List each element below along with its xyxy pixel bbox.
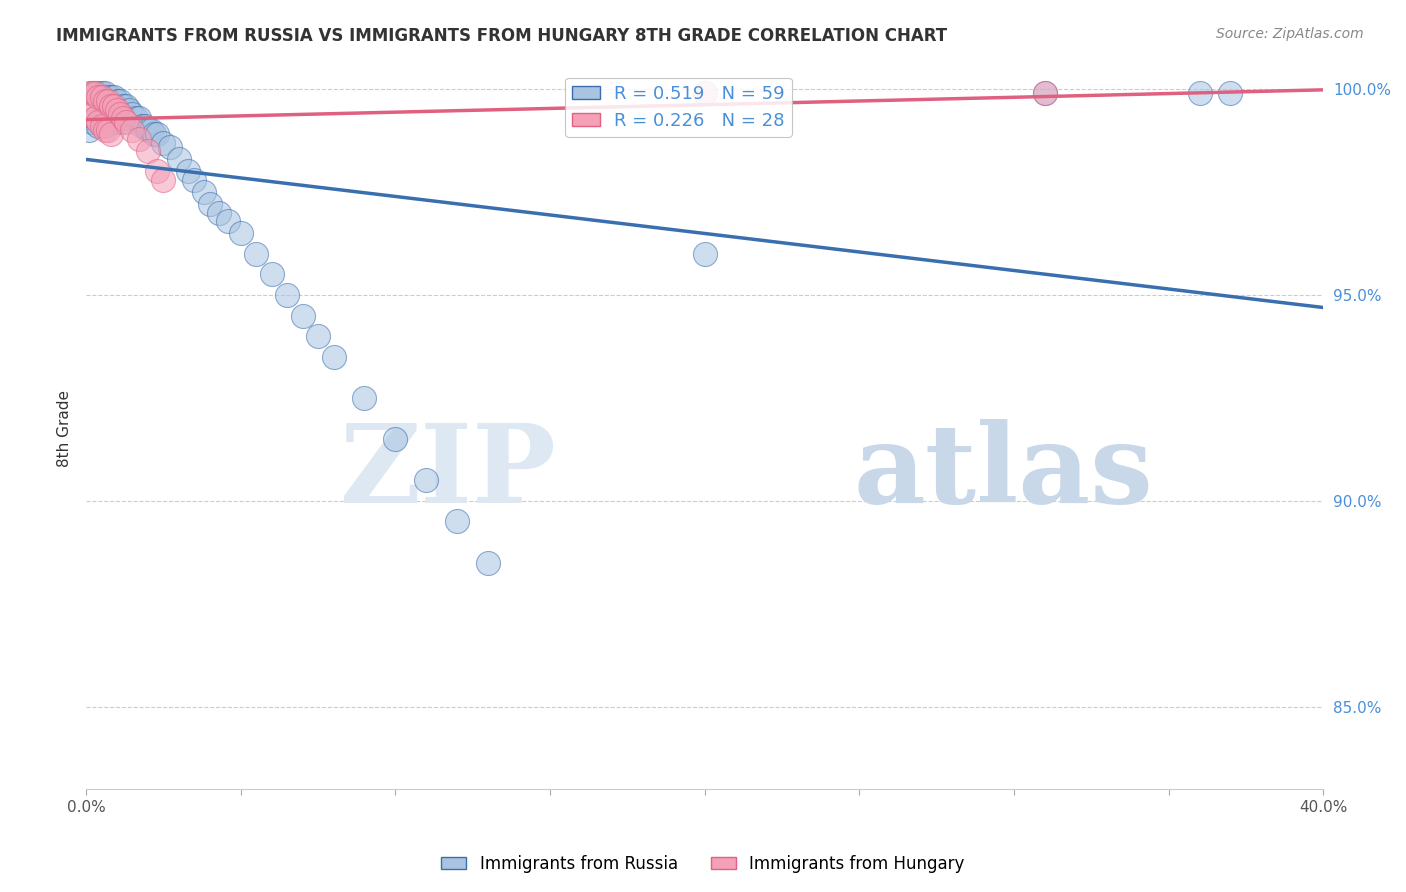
Point [87,119,110,133]
Point [208,205,231,219]
Point [77,87,100,101]
Point [193,185,215,199]
Point [105,103,128,117]
Point [105,95,128,109]
Point [1033,87,1056,101]
Point [322,350,344,364]
Point [108,115,131,129]
Point [217,214,239,228]
Point [84,87,107,101]
Point [115,115,138,129]
Point [118,103,141,117]
Y-axis label: 8th Grade: 8th Grade [58,391,72,467]
Point [103,90,125,104]
Point [693,87,716,101]
Point [97,95,120,109]
Point [82,107,104,121]
Point [183,172,205,186]
Point [103,98,125,112]
Point [177,164,200,178]
Point [245,247,267,261]
Point [100,90,122,104]
Point [100,128,122,142]
Point [276,288,298,302]
Point [90,119,112,133]
Point [87,90,110,104]
Point [477,556,499,570]
Point [384,432,406,446]
Text: ZIP: ZIP [339,418,557,525]
Point [93,119,115,133]
Point [124,111,146,125]
Point [121,123,143,137]
Point [100,98,122,112]
Point [446,515,468,529]
Point [77,123,100,137]
Point [134,119,156,133]
Point [1033,87,1056,101]
Point [115,98,138,112]
Point [97,90,120,104]
Point [108,95,131,109]
Point [415,473,437,487]
Point [103,115,125,129]
Point [139,123,162,137]
Point [1188,87,1211,101]
Point [128,131,150,145]
Point [167,152,190,166]
Point [108,107,131,121]
Point [159,140,181,154]
Text: Source: ZipAtlas.com: Source: ZipAtlas.com [1216,27,1364,41]
Point [131,119,153,133]
Point [353,391,375,405]
Point [93,98,115,112]
Legend: R = 0.519   N = 59, R = 0.226   N = 28: R = 0.519 N = 59, R = 0.226 N = 28 [565,78,792,137]
Point [93,123,115,137]
Point [307,329,329,343]
Point [291,309,314,323]
Point [97,111,120,125]
Point [87,115,110,129]
Point [1219,87,1241,101]
Point [84,87,107,101]
Point [136,123,159,137]
Point [143,128,166,142]
Point [82,87,104,101]
Point [90,111,112,125]
Point [84,111,107,125]
Point [198,197,221,211]
Point [146,164,169,178]
Point [82,115,104,129]
Point [121,107,143,121]
Point [97,123,120,137]
Point [229,226,252,240]
Point [128,111,150,125]
Point [112,98,135,112]
Point [77,103,100,117]
Point [90,87,112,101]
Point [693,247,716,261]
Point [112,111,135,125]
Point [90,90,112,104]
Point [146,128,169,142]
Legend: Immigrants from Russia, Immigrants from Hungary: Immigrants from Russia, Immigrants from … [434,848,972,880]
Point [260,268,283,282]
Point [87,87,110,101]
Point [152,136,174,150]
Point [82,87,104,101]
Point [100,107,122,121]
Point [93,87,115,101]
Point [105,111,128,125]
Point [84,111,107,125]
Text: atlas: atlas [853,418,1153,525]
Text: IMMIGRANTS FROM RUSSIA VS IMMIGRANTS FROM HUNGARY 8TH GRADE CORRELATION CHART: IMMIGRANTS FROM RUSSIA VS IMMIGRANTS FRO… [56,27,948,45]
Point [136,144,159,158]
Point [152,172,174,186]
Point [93,95,115,109]
